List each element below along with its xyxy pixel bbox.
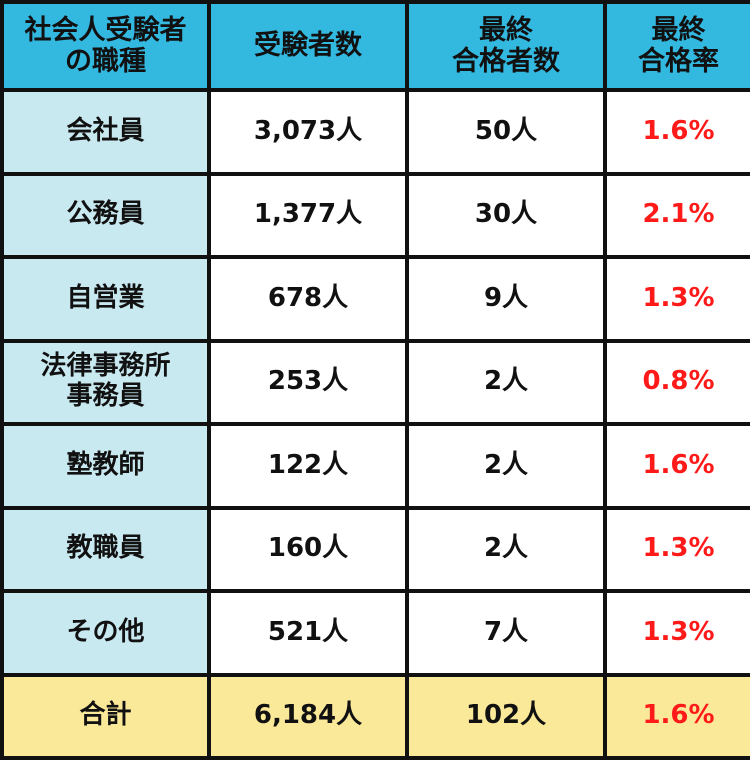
header-rate: 最終 合格率 [603, 0, 750, 92]
total-label-cell: 合計 [0, 672, 211, 760]
passers-cell: 2人 [405, 338, 607, 426]
examinees-cell: 160人 [207, 505, 409, 593]
table-row: 法律事務所 事務員 253人 2人 0.8% [0, 338, 750, 426]
passers-cell: 2人 [405, 422, 607, 510]
header-occupation-line2: の職種 [65, 46, 146, 77]
passers-cell: 2人 [405, 505, 607, 593]
header-passers-line2: 合格者数 [452, 46, 560, 77]
occupation-line2: 事務員 [66, 381, 145, 412]
table-row: 自営業 678人 9人 1.3% [0, 255, 750, 343]
header-passers: 最終 合格者数 [405, 0, 607, 92]
rate-cell: 1.6% [603, 88, 750, 176]
table-row: 公務員 1,377人 30人 2.1% [0, 171, 750, 259]
header-occupation: 社会人受験者 の職種 [0, 0, 211, 92]
occupation-cell: その他 [0, 589, 211, 677]
header-occupation-line1: 社会人受験者 [24, 14, 187, 46]
examinees-cell: 1,377人 [207, 171, 409, 259]
occupation-cell: 公務員 [0, 171, 211, 259]
occupation-cell: 法律事務所 事務員 [0, 338, 211, 426]
header-row: 社会人受験者 の職種 受験者数 最終 合格者数 最終 合格率 [0, 0, 750, 92]
rate-cell: 2.1% [603, 171, 750, 259]
examinees-cell: 122人 [207, 422, 409, 510]
table-row: その他 521人 7人 1.3% [0, 589, 750, 677]
passers-cell: 9人 [405, 255, 607, 343]
table-row: 教職員 160人 2人 1.3% [0, 505, 750, 593]
occupation-cell: 会社員 [0, 88, 211, 176]
table-row: 会社員 3,073人 50人 1.6% [0, 88, 750, 176]
header-rate-line2: 合格率 [638, 46, 719, 77]
occupation-cell: 塾教師 [0, 422, 211, 510]
rate-cell: 0.8% [603, 338, 750, 426]
header-passers-line1: 最終 [479, 14, 533, 46]
occupation-cell: 教職員 [0, 505, 211, 593]
rate-cell: 1.3% [603, 589, 750, 677]
header-examinees: 受験者数 [207, 0, 409, 92]
examinees-cell: 253人 [207, 338, 409, 426]
examinees-cell: 521人 [207, 589, 409, 677]
total-examinees-cell: 6,184人 [207, 672, 409, 760]
total-passers-cell: 102人 [405, 672, 607, 760]
occupation-line1: 法律事務所 [40, 351, 171, 382]
occupation-cell: 自営業 [0, 255, 211, 343]
passers-cell: 30人 [405, 171, 607, 259]
rate-cell: 1.3% [603, 255, 750, 343]
header-rate-line1: 最終 [651, 14, 706, 46]
passers-cell: 50人 [405, 88, 607, 176]
total-rate-cell: 1.6% [603, 672, 750, 760]
table-row: 塾教師 122人 2人 1.6% [0, 422, 750, 510]
rate-cell: 1.3% [603, 505, 750, 593]
rate-cell: 1.6% [603, 422, 750, 510]
examinees-cell: 678人 [207, 255, 409, 343]
passers-cell: 7人 [405, 589, 607, 677]
total-row: 合計 6,184人 102人 1.6% [0, 672, 750, 760]
examinees-cell: 3,073人 [207, 88, 409, 176]
